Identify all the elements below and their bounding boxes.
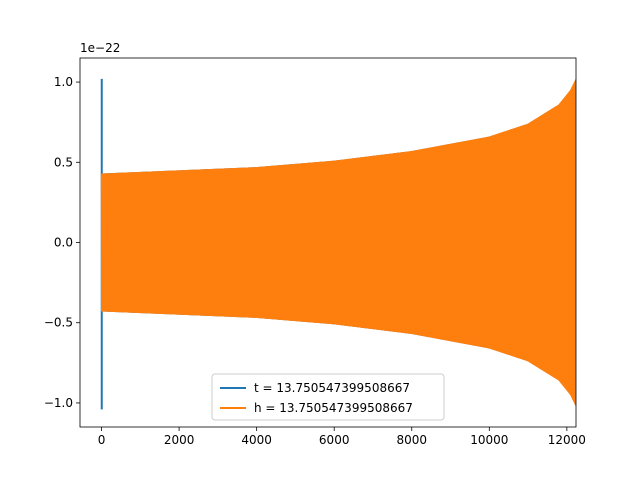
legend-label: h = 13.750547399508667 (254, 401, 413, 415)
legend-label: t = 13.750547399508667 (254, 381, 410, 395)
y-tick-label: 0.0 (54, 236, 73, 250)
series-layer (100, 77, 576, 410)
y-offset-label: 1e−22 (80, 41, 120, 55)
y-tick-label: −1.0 (44, 396, 73, 410)
y-tick-label: −0.5 (44, 316, 73, 330)
x-tick-label: 0 (98, 433, 106, 447)
y-tick-label: 0.5 (54, 155, 73, 169)
x-tick-label: 6000 (319, 433, 350, 447)
x-tick-label: 10000 (470, 433, 508, 447)
x-axis: 0 2000 4000 6000 8000 10000 12000 (98, 427, 586, 447)
x-tick-label: 12000 (548, 433, 586, 447)
x-tick-label: 8000 (396, 433, 427, 447)
series-h-band (101, 95, 576, 390)
x-tick-label: 4000 (241, 433, 272, 447)
x-tick-label: 2000 (164, 433, 195, 447)
legend: t = 13.750547399508667 h = 13.75054739950… (211, 373, 445, 421)
y-axis: −1.0 −0.5 0.0 0.5 1.0 (44, 75, 80, 410)
y-tick-label: 1.0 (54, 75, 73, 89)
legend-box (211, 373, 445, 421)
